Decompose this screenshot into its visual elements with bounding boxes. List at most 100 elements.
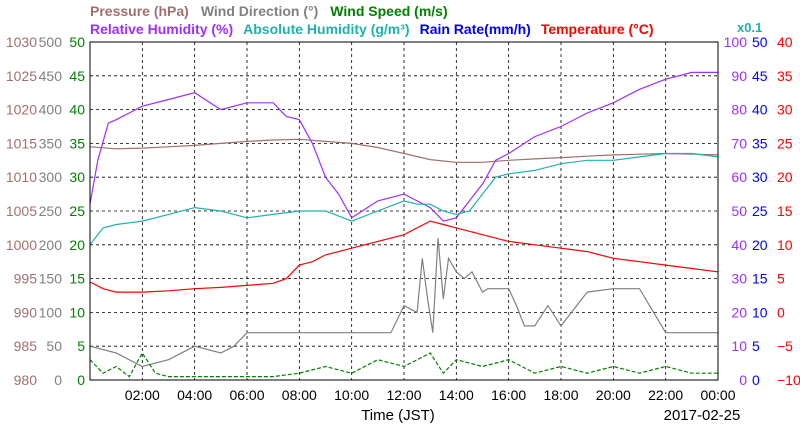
y-tick-label-wind-speed: 15 xyxy=(69,271,85,287)
y-tick-label-relative-humidity: 60 xyxy=(731,169,747,185)
y-tick-label-wind-direction: 450 xyxy=(39,68,63,84)
y-tick-label-pressure: 1030 xyxy=(6,34,37,50)
y-tick-label-wind-speed: 40 xyxy=(69,102,85,118)
y-tick-label-temperature: 25 xyxy=(777,135,793,151)
legend-item-pressure: Pressure (hPa) xyxy=(90,3,189,19)
series-layer xyxy=(89,71,719,378)
y-tick-label-pressure: 995 xyxy=(14,271,38,287)
y-tick-label-temperature: 30 xyxy=(777,102,793,118)
y-tick-label-wind-speed: 20 xyxy=(69,237,85,253)
y-tick-label-temperature: −10 xyxy=(777,372,800,388)
series-line-temperature xyxy=(89,220,719,293)
y-tick-label-wind-direction: 0 xyxy=(54,372,62,388)
y-tick-label-pressure: 980 xyxy=(14,372,38,388)
series-line-pressure xyxy=(89,138,719,163)
y-tick-label-pressure: 1015 xyxy=(6,135,37,151)
y-tick-label-relative-humidity: 100 xyxy=(724,34,748,50)
legend-item-absolute-humidity: Absolute Humidity (g/m³) xyxy=(243,21,409,37)
x-tick-label: 02:00 xyxy=(125,387,160,403)
y-tick-label-rain-rate: 30 xyxy=(752,169,768,185)
x-tick-label: 20:00 xyxy=(596,387,631,403)
y-tick-label-relative-humidity: 20 xyxy=(731,304,747,320)
y-tick-label-wind-speed: 35 xyxy=(69,135,85,151)
y-tick-label-pressure: 990 xyxy=(14,304,38,320)
y-tick-label-wind-direction: 350 xyxy=(39,135,63,151)
x-tick-label: 06:00 xyxy=(229,387,264,403)
y-tick-label-temperature: 35 xyxy=(777,68,793,84)
y-tick-label-pressure: 1020 xyxy=(6,102,37,118)
y-tick-label-temperature: 20 xyxy=(777,169,793,185)
y-tick-label-pressure: 985 xyxy=(14,338,38,354)
y-tick-label-rain-rate: 35 xyxy=(752,135,768,151)
y-tick-label-pressure: 1005 xyxy=(6,203,37,219)
y-tick-label-wind-direction: 100 xyxy=(39,304,63,320)
y-tick-label-pressure: 1010 xyxy=(6,169,37,185)
multiplier-label: x0.1 xyxy=(737,20,762,35)
legend-layer: Pressure (hPa) Wind Direction (°) Wind Spe… xyxy=(90,3,654,37)
y-tick-label-temperature: 40 xyxy=(777,34,793,50)
y-tick-label-relative-humidity: 40 xyxy=(731,237,747,253)
y-tick-label-wind-direction: 300 xyxy=(39,169,63,185)
y-tick-label-relative-humidity: 30 xyxy=(731,271,747,287)
y-tick-label-temperature: 5 xyxy=(777,271,785,287)
series-line-wind-direction xyxy=(89,237,718,368)
plot-frame xyxy=(89,41,719,381)
y-tick-label-wind-direction: 50 xyxy=(46,338,62,354)
y-tick-label-wind-speed: 45 xyxy=(69,68,85,84)
y-tick-label-relative-humidity: 80 xyxy=(731,102,747,118)
legend-item-temperature: Temperature (°C) xyxy=(541,21,654,37)
y-tick-label-rain-rate: 15 xyxy=(752,271,768,287)
y-tick-label-temperature: 0 xyxy=(777,304,785,320)
y-tick-label-rain-rate: 45 xyxy=(752,68,768,84)
y-tick-label-wind-direction: 400 xyxy=(39,102,63,118)
y-tick-label-pressure: 1000 xyxy=(6,237,37,253)
legend-item-wind-direction: Wind Direction (°) xyxy=(201,3,318,19)
date-label: 2017-02-25 xyxy=(664,407,741,424)
y-tick-label-wind-direction: 500 xyxy=(39,34,63,50)
y-tick-label-relative-humidity: 10 xyxy=(731,338,747,354)
axes-layer: 02:00 04:00 06:00 08:00 10:00 12:00 14:00 16:00… xyxy=(6,34,800,403)
y-tick-label-wind-direction: 250 xyxy=(39,203,63,219)
x-tick-label: 18:00 xyxy=(543,387,578,403)
x-tick-label: 14:00 xyxy=(439,387,474,403)
y-tick-label-rain-rate: 25 xyxy=(752,203,768,219)
y-tick-label-wind-speed: 5 xyxy=(77,338,85,354)
y-tick-label-relative-humidity: 90 xyxy=(731,68,747,84)
y-tick-label-wind-direction: 200 xyxy=(39,237,63,253)
x-tick-label: 00:00 xyxy=(700,387,735,403)
series-line-wind-speed xyxy=(89,351,718,378)
legend-item-relative-humidity: Relative Humidity (%) xyxy=(90,21,233,37)
y-tick-label-relative-humidity: 50 xyxy=(731,203,747,219)
y-tick-label-relative-humidity: 70 xyxy=(731,135,747,151)
y-tick-label-rain-rate: 0 xyxy=(752,372,760,388)
y-tick-label-rain-rate: 20 xyxy=(752,237,768,253)
y-tick-label-wind-speed: 50 xyxy=(69,34,85,50)
y-tick-label-wind-speed: 0 xyxy=(77,372,85,388)
y-tick-label-temperature: 10 xyxy=(777,237,793,253)
y-tick-label-rain-rate: 50 xyxy=(752,34,768,50)
x-tick-label: 10:00 xyxy=(334,387,369,403)
y-tick-label-wind-speed: 10 xyxy=(69,304,85,320)
x-axis-label: Time (JST) xyxy=(361,407,435,424)
y-tick-label-temperature: 15 xyxy=(777,203,793,219)
series-line-absolute-humidity xyxy=(89,152,719,246)
legend-item-wind-speed: Wind Speed (m/s) xyxy=(330,3,447,19)
y-tick-label-wind-speed: 30 xyxy=(69,169,85,185)
y-tick-label-rain-rate: 5 xyxy=(752,338,760,354)
y-tick-label-wind-speed: 25 xyxy=(69,203,85,219)
y-tick-label-pressure: 1025 xyxy=(6,68,37,84)
y-tick-label-rain-rate: 40 xyxy=(752,102,768,118)
y-tick-label-rain-rate: 10 xyxy=(752,304,768,320)
y-tick-label-wind-direction: 150 xyxy=(39,271,63,287)
x-tick-label: 08:00 xyxy=(282,387,317,403)
x-tick-label: 16:00 xyxy=(491,387,526,403)
series-line-relative-humidity xyxy=(89,71,718,222)
x-tick-label: 12:00 xyxy=(386,387,421,403)
y-tick-label-temperature: −5 xyxy=(777,338,793,354)
legend-item-rain-rate: Rain Rate(mm/h) xyxy=(420,21,531,37)
x-tick-label: 04:00 xyxy=(177,387,212,403)
y-tick-label-relative-humidity: 0 xyxy=(739,372,747,388)
x-tick-label: 22:00 xyxy=(648,387,683,403)
